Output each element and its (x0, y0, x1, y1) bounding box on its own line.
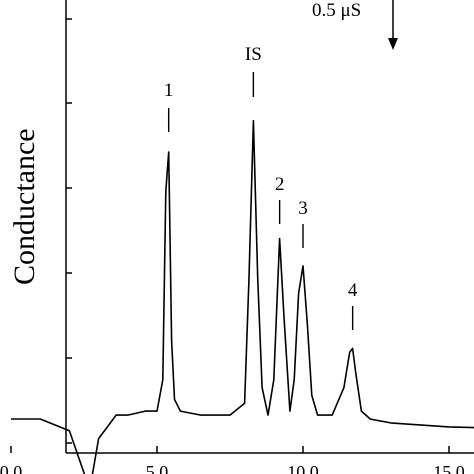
y-axis-label: Conductance (8, 128, 41, 285)
x-tick-label: 0.0 (0, 462, 22, 474)
peak-label: 2 (275, 174, 285, 195)
peak-label: 3 (298, 198, 308, 219)
conductance-trace (11, 119, 474, 474)
peak-label: 1 (164, 80, 174, 101)
x-tick-label: 15.0 (433, 462, 465, 474)
peak-labels: 1 IS 23 4 (164, 44, 358, 330)
x-ticks: 0.05.010.015.020.0 (0, 446, 465, 474)
peak-label: IS (245, 44, 262, 65)
x-tick-label: 10.0 (287, 462, 319, 474)
scale-bar-label: 0.5 μS (312, 0, 362, 21)
x-tick-label: 5.0 (146, 462, 169, 474)
y-ticks (66, 18, 72, 444)
peak-label: 4 (348, 280, 358, 301)
scale-arrow (388, 0, 398, 50)
